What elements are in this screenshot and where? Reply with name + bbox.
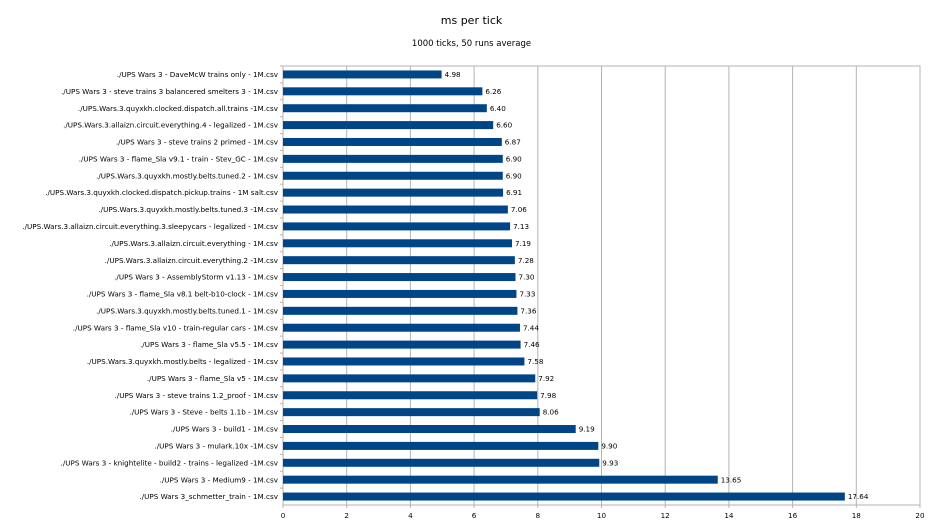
- category-label: ./UPS Wars 3 - flame_Sla v5 - 1M.csv: [147, 374, 279, 383]
- value-label: 4.98: [445, 70, 461, 79]
- bar: [283, 492, 845, 501]
- category-label: ./UPS.Wars.3.quyxkh.clocked.dispatch.all…: [78, 104, 279, 113]
- x-tick-label: 16: [788, 511, 798, 520]
- value-label: 7.58: [527, 357, 543, 366]
- bar: [283, 340, 521, 349]
- category-label: ./UPS Wars 3 - steve trains 1.2_proof - …: [114, 391, 278, 400]
- value-label: 7.13: [513, 222, 529, 231]
- category-label: ./UPS Wars 3 - AssemblyStorm v1.13 - 1M.…: [114, 273, 279, 282]
- category-label: ./UPS.Wars.3.quyxkh.mostly.belts.tuned.2…: [96, 171, 279, 180]
- value-label: 6.60: [496, 121, 512, 130]
- category-label: ./UPS.Wars.3.quyxkh.mostly.belts.tuned.1…: [96, 306, 279, 315]
- bar: [283, 70, 442, 79]
- category-label: ./UPS Wars 3 - flame_Sla v9.1 - train - …: [79, 154, 279, 163]
- x-tick-label: 18: [852, 511, 862, 520]
- bar: [283, 171, 503, 180]
- bar: [283, 374, 536, 383]
- category-label: ./UPS.Wars.3.allaizn.circuit.everything.…: [22, 222, 278, 231]
- bar: [283, 323, 520, 332]
- category-label: ./UPS Wars 3 - build1 - 1M.csv: [171, 425, 279, 434]
- x-tick-label: 6: [472, 511, 477, 520]
- bar: [283, 408, 540, 417]
- bar: [283, 391, 538, 400]
- value-label: 7.36: [520, 306, 536, 315]
- category-label: ./UPS Wars 3 - steve trains 3 balancered…: [61, 87, 279, 96]
- x-tick-label: 8: [536, 511, 541, 520]
- x-tick-label: 0: [281, 511, 286, 520]
- value-label: 13.65: [721, 475, 742, 484]
- value-label: 9.90: [601, 442, 617, 451]
- value-label: 6.90: [506, 154, 522, 163]
- bar: [283, 273, 516, 282]
- bar: [283, 154, 503, 163]
- value-label: 9.93: [602, 458, 618, 467]
- bar: [283, 289, 517, 298]
- x-tick-label: 2: [344, 511, 349, 520]
- bar: [283, 205, 508, 214]
- bar: [283, 306, 518, 315]
- category-label: ./UPS.Wars.3.allaizn.circuit.everything.…: [63, 121, 279, 130]
- bar: [283, 239, 513, 248]
- value-label: 17.64: [848, 492, 869, 501]
- value-label: 8.06: [543, 408, 559, 417]
- bar: [283, 222, 511, 231]
- x-tick-label: 10: [597, 511, 607, 520]
- value-label: 7.98: [540, 391, 556, 400]
- category-label: ./UPS.Wars.3.allaizn.circuit.everything.…: [105, 256, 279, 265]
- value-label: 6.26: [485, 87, 501, 96]
- value-label: 6.91: [506, 188, 522, 197]
- bar: [283, 425, 576, 434]
- value-label: 7.06: [511, 205, 527, 214]
- axes: [280, 65, 921, 508]
- x-tick-label: 20: [915, 511, 925, 520]
- bar: [283, 104, 487, 113]
- bar: [283, 475, 718, 484]
- bar: [283, 357, 525, 366]
- category-label: ./UPS Wars 3 - mulark.10x -1M.csv: [154, 442, 278, 451]
- category-label: ./UPS Wars 3 - knightelite - build2 - tr…: [61, 458, 279, 467]
- value-label: 7.28: [518, 256, 534, 265]
- grid-lines: [282, 65, 921, 506]
- category-label: ./UPS.Wars.3.allaizn.circuit.everything …: [109, 239, 279, 248]
- bar: [283, 256, 515, 265]
- category-label: ./UPS.Wars.3.quyxkh.mostly.belts.tuned.3…: [98, 205, 278, 214]
- value-label: 7.19: [515, 239, 531, 248]
- value-label: 7.46: [524, 340, 540, 349]
- value-label: 6.90: [506, 171, 522, 180]
- x-tick-label: 4: [408, 511, 413, 520]
- chart-title: ms per tick: [440, 14, 503, 27]
- bar: [283, 121, 494, 130]
- category-label: ./UPS Wars 3 - flame_Sla v5.5 - 1M.csv: [140, 340, 279, 349]
- bar: [283, 458, 600, 467]
- x-tick-label: 14: [724, 511, 734, 520]
- category-label: ./UPS Wars 3_schmetter_train - 1M.csv: [139, 492, 278, 501]
- labels: 0 2 4 6 8 10 12 14 16 18 20 ./UPS Wars 3 - DaveMcW …: [22, 70, 925, 520]
- value-label: 6.87: [505, 138, 521, 147]
- category-label: ./UPS Wars 3 - flame_Sla v8.1 belt-b10-c…: [87, 290, 279, 299]
- category-label: ./UPS.Wars.3.quyxkh.mostly.belts - legal…: [87, 357, 279, 366]
- bar: [283, 87, 483, 96]
- value-label: 6.40: [490, 104, 506, 113]
- value-label: 9.19: [579, 425, 595, 434]
- bar: [283, 137, 502, 146]
- value-label: 7.92: [538, 374, 554, 383]
- value-label: 7.30: [519, 273, 535, 282]
- bar: [283, 188, 504, 197]
- category-label: ./UPS Wars 3 - flame_Sla v10 - train-reg…: [73, 323, 279, 332]
- category-label: ./UPS Wars 3 - steve trains 2 primed - 1…: [116, 138, 279, 147]
- x-tick-label: 12: [661, 511, 670, 520]
- bar: [283, 441, 599, 450]
- value-label: 7.44: [523, 323, 539, 332]
- category-label: ./UPS Wars 3 - Steve - belts 1.1b - 1M.c…: [129, 408, 278, 417]
- chart-subtitle: 1000 ticks, 50 runs average: [411, 39, 532, 49]
- category-label: ./UPS.Wars.3.quyxkh.clocked.dispatch.pic…: [45, 188, 279, 197]
- category-label: ./UPS Wars 3 - DaveMcW trains only - 1M.…: [117, 70, 279, 79]
- bars: [283, 70, 845, 501]
- category-label: ./UPS Wars 3 - Medium9 - 1M.csv: [160, 475, 279, 484]
- value-label: 7.33: [519, 290, 535, 299]
